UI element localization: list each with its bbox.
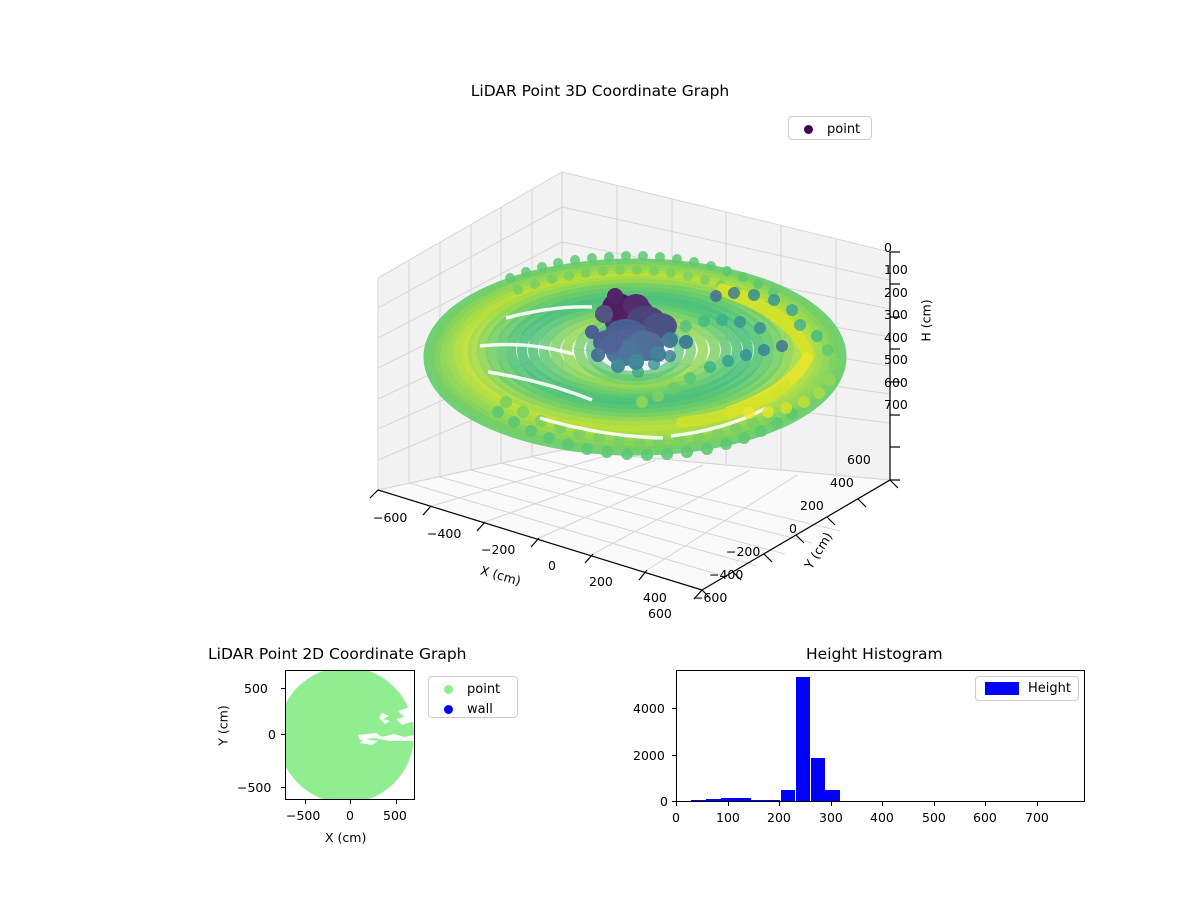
hist-xtickmark-5: [934, 802, 936, 806]
plot3d-ztick-4: 400: [884, 330, 908, 345]
plot2d-xtickmark-1: [350, 800, 352, 804]
hist-xtickmark-3: [831, 802, 833, 806]
legend-item-height: Height: [982, 680, 1072, 697]
legend-label-wall: wall: [467, 701, 493, 717]
hist-bar-4: [750, 800, 766, 801]
plot3d-legend[interactable]: point: [788, 116, 872, 140]
plot3d-ztick-1: 100: [884, 262, 908, 277]
hist-bar-6: [780, 790, 796, 801]
plot3d-ytick-2: −200: [726, 544, 761, 559]
wall-marker-icon: [435, 704, 461, 714]
hist-xtick-1: 100: [716, 810, 740, 825]
hist-bar-7: [795, 676, 811, 801]
plot3d-xtick-4: 200: [589, 574, 613, 589]
hist-xtick-3: 300: [819, 810, 843, 825]
plot2d-ytickmark-1: [281, 734, 285, 736]
plot2d-title: LiDAR Point 2D Coordinate Graph: [208, 645, 467, 663]
plot2d-xlabel: X (cm): [325, 830, 367, 845]
plot2d-ytickmark-2: [281, 787, 285, 789]
histogram-title: Height Histogram: [806, 645, 943, 663]
hist-xtick-5: 500: [922, 810, 946, 825]
hist-xtickmark-2: [779, 802, 781, 806]
plot3d-ztick-3: 300: [884, 307, 908, 322]
plot3d-ztick-7: 700: [884, 397, 908, 412]
plot3d-scene: [369, 171, 900, 600]
hist-bar-9: [825, 790, 841, 801]
point-marker-icon-2d: [435, 684, 461, 694]
hist-xtick-4: 400: [870, 810, 894, 825]
plot2d-pointcloud: [286, 671, 414, 799]
plot3d-ytick-4: 200: [800, 498, 824, 513]
point-marker-icon: [795, 124, 821, 134]
legend-label-height: Height: [1028, 681, 1071, 696]
plot3d-ztick-5: 500: [884, 352, 908, 367]
height-swatch-icon: [982, 682, 1022, 695]
dark-cluster: [585, 288, 693, 373]
plot2d-xtick-2: 500: [383, 808, 407, 823]
plot2d-axes[interactable]: [285, 670, 415, 800]
hist-ytick-2: 4000: [633, 701, 665, 716]
pointcloud-3d: [423, 251, 847, 461]
hist-bar-8: [810, 757, 826, 801]
plot3d-ytick-5: 400: [830, 475, 854, 490]
hist-xtick-7: 700: [1025, 810, 1049, 825]
hist-ytick-0: 0: [660, 794, 668, 809]
plot3d-xtick-5: 400: [643, 590, 667, 605]
hist-xtickmark-6: [985, 802, 987, 806]
plot3d-ztick-2: 200: [884, 285, 908, 300]
plot2d-ytickmark-0: [281, 688, 285, 690]
hist-bar-5: [765, 800, 781, 801]
plot2d-legend[interactable]: point wall: [428, 676, 518, 718]
plot3d-ytick-3: 0: [789, 521, 797, 536]
histogram-legend[interactable]: Height: [975, 676, 1079, 701]
plot3d-ztick-6: 600: [884, 375, 908, 390]
hist-ytickmark-2: [672, 708, 676, 710]
hist-xtick-6: 600: [973, 810, 997, 825]
plot2d-ytick-0: 500: [244, 681, 268, 696]
plot3d-xtick-0: −600: [373, 510, 408, 525]
plot2d-xtick-1: 0: [346, 808, 354, 823]
plot2d-ylabel: Y (cm): [215, 705, 231, 746]
legend-item-point-2d: point: [435, 679, 511, 699]
plot3d-xtick-2: −200: [481, 542, 516, 557]
plot3d-ytick-6: 600: [847, 452, 871, 467]
plot3d-zlabel: H (cm): [918, 299, 934, 342]
plot2d-ytick-2: −500: [237, 780, 272, 795]
legend-item-point: point: [795, 119, 865, 139]
plot2d-xtickmark-2: [396, 800, 398, 804]
plot3d-xtick-3: 0: [548, 558, 556, 573]
hist-xtickmark-7: [1037, 802, 1039, 806]
legend-item-wall: wall: [435, 699, 511, 719]
hist-ytickmark-1: [672, 755, 676, 757]
hist-xtickmark-0: [676, 802, 678, 806]
plot3d-ytick-1: −400: [709, 567, 744, 582]
plot2d-ytick-1: 0: [268, 727, 276, 742]
legend-label-point: point: [827, 121, 861, 137]
plot3d-xtick-6: 600: [648, 606, 672, 621]
plot3d-ytick-0: −600: [693, 590, 728, 605]
hist-ytick-1: 2000: [633, 748, 665, 763]
hist-bar-2: [720, 797, 736, 801]
plot3d-xtick-1: −400: [427, 526, 462, 541]
hist-bar-0: [690, 800, 706, 801]
plot3d-ztick-0: 0: [884, 240, 892, 255]
plot3d-title: LiDAR Point 3D Coordinate Graph: [470, 82, 730, 100]
hist-xtickmark-4: [882, 802, 884, 806]
hist-xtick-0: 0: [672, 810, 680, 825]
legend-label-point-2d: point: [467, 681, 501, 697]
hist-ytickmark-0: [672, 801, 676, 803]
hist-xtick-2: 200: [767, 810, 791, 825]
hist-bar-3: [735, 797, 751, 801]
hist-xtickmark-1: [728, 802, 730, 806]
plot2d-xtickmark-0: [305, 800, 307, 804]
plot2d-xtick-0: −500: [286, 808, 321, 823]
hist-bar-1: [705, 798, 721, 801]
